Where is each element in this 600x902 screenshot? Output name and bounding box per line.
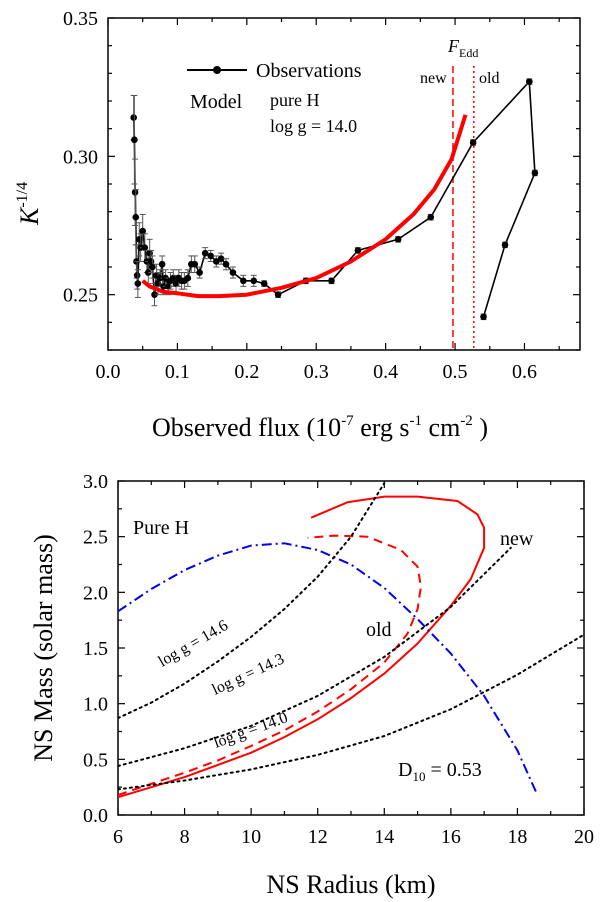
observation-point [328,277,335,285]
observation-point [480,313,487,321]
observation-point [274,291,282,298]
bottom-x-tick-label: 20 [574,826,594,848]
observation-point [240,277,247,285]
observation-point [394,236,402,243]
logg-143-label: log g = 14.3 [210,650,287,698]
old-label: old [366,619,392,641]
legend-observations-marker [213,66,221,74]
observation-point [531,169,539,177]
observation-point [149,263,156,271]
legend-observations-label: Observations [256,60,362,82]
series-old-curve [118,534,422,796]
observation-point [156,274,164,282]
observation-point [184,274,192,282]
bottom-x-tick-label: 10 [241,826,261,848]
pure-h-label: Pure H [133,517,189,539]
top-x-tick-label: 0.0 [96,361,121,383]
series-logg-14-6-curve [118,482,386,720]
series-logg-14-0-curve [118,633,584,791]
bottom-y-tick-label: 2.5 [83,527,108,549]
bottom-y-axis-label: NS Mass (solar mass) [29,534,58,762]
bottom-x-axis-label: NS Radius (km) [267,870,436,899]
observation-point [260,280,268,287]
bottom-tick-labels: 6 8 10 12 14 16 18 20 0.0 0.5 1.0 1.5 2.0 2.5 3.0 [83,471,594,848]
observation-point [526,78,533,85]
observation-point [469,139,477,146]
observation-point [217,255,225,262]
top-panel: 0.0 0.1 0.2 0.3 0.4 0.5 0.6 0.25 0.30 0.35 FEdd n… [14,8,581,442]
top-x-tick-label: 0.2 [234,361,259,383]
observation-point [133,272,141,279]
bottom-y-tick-label: 1.5 [83,638,108,660]
top-x-tick-label: 0.5 [443,361,468,383]
bottom-x-tick-label: 18 [507,826,527,848]
observation-point [132,213,140,221]
series-d10-curve [118,542,539,796]
fedd-old-label: old [479,70,499,87]
bottom-x-tick-label: 14 [374,826,394,848]
bottom-x-tick-label: 12 [308,826,328,848]
observation-point [139,227,147,235]
top-marks [130,66,539,350]
observation-point [250,277,258,285]
observation-point [131,136,138,144]
observations-series [130,78,539,321]
top-y-tick-label: 0.25 [63,285,98,307]
observation-point [130,114,137,121]
observation-point [131,189,139,196]
observation-point [427,213,435,221]
observation-point [158,260,166,268]
top-ticks [107,17,580,351]
model-curve [141,114,468,299]
bottom-y-tick-label: 0.5 [83,749,108,771]
top-x-tick-label: 0.3 [304,361,329,383]
bottom-y-tick-label: 3.0 [83,471,108,493]
fedd-new-label: new [420,70,447,87]
observation-point [222,260,230,268]
bottom-x-tick-label: 6 [113,826,123,848]
observation-point [201,249,209,257]
top-x-tick-label: 0.6 [512,361,537,383]
bottom-y-tick-label: 2.0 [83,582,108,604]
top-x-tick-label: 0.1 [165,361,190,383]
bottom-x-tick-label: 16 [441,826,461,848]
observation-point [141,244,149,251]
logg-146-label: log g = 14.6 [156,617,232,670]
fedd-label: FEdd [447,36,478,60]
observation-point [212,258,220,265]
top-tick-labels: 0.0 0.1 0.2 0.3 0.4 0.5 0.6 0.25 0.30 0.35 [63,8,537,383]
legend-logg-label: log g = 14.0 [270,116,357,136]
series-new-curve [118,495,486,799]
new-label: new [500,528,534,550]
observation-point [501,241,509,249]
bottom-panel: 6 8 10 12 14 16 18 20 0.0 0.5 1.0 1.5 2.0 2.5 3.0 Pure… [29,471,594,899]
observation-point [134,280,142,287]
legend-atmosphere-label: pure H [270,90,319,110]
legend-model-label: Model [190,91,243,113]
top-x-tick-label: 0.4 [373,361,398,383]
distance-label: D10 = 0.53 [398,759,482,784]
observation-point [151,291,158,298]
bottom-x-tick-label: 8 [180,826,190,848]
observation-point [354,247,362,254]
top-y-tick-label: 0.35 [63,8,98,30]
observation-point [191,260,199,268]
observation-point [147,258,155,265]
series-logg-14-3-curve [118,546,512,767]
observation-point [229,269,237,276]
bottom-ticks [117,480,585,816]
observation-point [172,280,180,287]
top-y-tick-label: 0.30 [63,146,98,168]
observation-point [196,269,203,276]
observation-point [207,252,215,260]
bottom-marks [118,482,584,799]
observation-point [135,236,143,243]
observation-point [169,274,177,282]
bottom-y-tick-label: 0.0 [83,805,108,827]
top-legend: Observations Model pure H log g = 14.0 [187,60,362,136]
top-y-axis-label: K-1/4 [14,182,44,226]
top-x-axis-label: Observed flux (10-7 erg s-1 cm-2 ) [152,413,488,442]
bottom-y-tick-label: 1.0 [83,694,108,716]
